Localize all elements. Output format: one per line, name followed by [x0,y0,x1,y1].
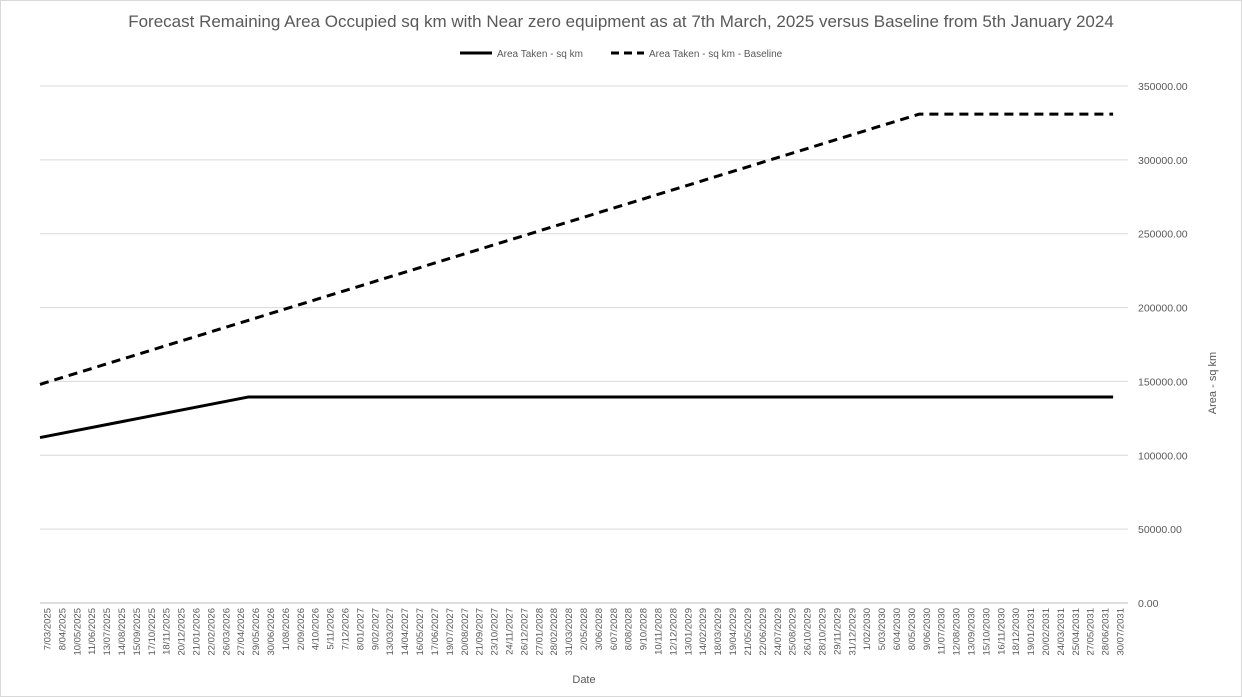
y-tick-label: 350000.00 [1138,81,1188,93]
x-tick-label: 13/01/2029 [683,608,694,656]
x-tick-label: 1/02/2030 [862,608,873,650]
x-tick-label: 13/03/2027 [385,608,396,656]
x-tick-label: 19/07/2027 [445,608,456,656]
x-tick-label: 25/04/2031 [1071,608,1082,656]
x-tick-label: 11/06/2025 [87,608,98,655]
x-tick-label: 20/02/2031 [1041,608,1052,656]
x-tick-label: 6/07/2028 [609,608,620,650]
x-tick-label: 4/10/2026 [311,608,322,650]
x-tick-label: 20/12/2025 [177,608,188,656]
y-tick-label: 50000.00 [1138,524,1182,536]
x-tick-label: 12/08/2030 [952,608,963,656]
x-tick-label: 5/03/2030 [877,608,888,650]
x-tick-label: 27/04/2026 [236,608,247,656]
x-tick-label: 15/09/2025 [132,608,143,656]
legend-label-area-taken: Area Taken - sq km [497,49,583,60]
x-tick-label: 15/10/2030 [981,608,992,656]
x-tick-label: 22/06/2029 [758,608,769,656]
x-tick-label: 24/07/2029 [773,608,784,656]
x-tick-label: 11/07/2030 [937,608,948,655]
x-tick-label: 26/12/2027 [519,608,530,656]
y-tick-label: 200000.00 [1138,303,1188,315]
legend-label-baseline: Area Taken - sq km - Baseline [649,49,783,60]
series-layer [39,112,1114,440]
x-tick-label: 16/05/2027 [415,608,426,656]
x-tick-label: 18/03/2029 [713,608,724,656]
x-tick-label: 2/05/2028 [579,608,590,650]
x-tick-label: 23/10/2027 [490,608,501,656]
x-tick-label: 13/09/2030 [967,608,978,656]
x-tick-label: 28/06/2031 [1101,608,1112,656]
x-tick-label: 21/01/2026 [191,608,202,656]
x-tick-label: 3/06/2028 [594,608,605,650]
x-tick-label: 7/03/2025 [42,608,53,650]
x-tick-label: 14/04/2027 [400,608,411,656]
x-tick-label: 14/08/2025 [117,608,128,656]
x-tick-label: 17/10/2025 [147,608,158,656]
x-tick-label: 10/05/2025 [72,608,83,656]
legend: Area Taken - sq km Area Taken - sq km - … [460,49,783,60]
x-tick-label: 31/12/2029 [847,608,858,656]
x-tick-label: 22/02/2026 [206,608,217,656]
y-tick-label: 100000.00 [1138,450,1188,462]
x-tick-label: 13/07/2025 [102,608,113,656]
x-tick-label: 17/06/2027 [430,608,441,656]
x-tick-label: 30/06/2026 [266,608,277,656]
x-tick-label: 26/03/2026 [221,608,232,656]
x-tick-label: 29/05/2026 [251,608,262,656]
x-tick-label: 29/11/2029 [832,608,843,655]
gridlines [40,85,1128,604]
x-axis-ticks: 7/03/2025 8/04/2025 10/05/2025 11/06/2025 13… [42,608,1126,656]
y-tick-label: 0.00 [1138,598,1159,610]
x-tick-label: 30/07/2031 [1116,608,1127,656]
x-tick-label: 14/02/2029 [698,608,709,656]
x-tick-label: 19/04/2029 [728,608,739,656]
x-tick-label: 12/12/2028 [668,608,679,656]
x-tick-label: 19/01/2031 [1026,608,1037,656]
x-tick-label: 9/06/2030 [922,608,933,650]
x-tick-label: 18/11/2025 [162,608,173,655]
x-tick-label: 8/05/2030 [907,608,918,650]
y-tick-label: 250000.00 [1138,229,1188,241]
x-tick-label: 31/03/2028 [564,608,575,656]
x-tick-label: 27/05/2031 [1086,608,1097,656]
x-tick-label: 21/09/2027 [475,608,486,656]
x-tick-label: 9/02/2027 [370,608,381,650]
x-axis-title: Date [572,674,595,686]
x-tick-label: 26/10/2029 [803,608,814,656]
x-tick-label: 8/08/2028 [624,608,635,650]
y-tick-label: 150000.00 [1138,376,1188,388]
x-tick-label: 24/03/2031 [1056,608,1067,656]
x-tick-label: 2/09/2026 [296,608,307,650]
x-tick-label: 25/08/2029 [788,608,799,656]
y-axis-ticks: 0.00 50000.00 100000.00 150000.00 200000.00 2… [1138,81,1188,610]
series-line-area-taken [39,395,1114,440]
x-tick-label: 9/10/2028 [639,608,650,650]
x-tick-label: 28/02/2028 [549,608,560,656]
x-tick-label: 5/11/2026 [326,608,337,650]
x-tick-label: 18/12/2030 [1011,608,1022,656]
series-line-baseline [39,112,1114,386]
y-tick-label: 300000.00 [1138,155,1188,167]
x-tick-label: 1/08/2026 [281,608,292,650]
chart-title: Forecast Remaining Area Occupied sq km w… [128,12,1114,31]
x-tick-label: 20/08/2027 [460,608,471,656]
x-tick-label: 16/11/2030 [996,608,1007,655]
x-tick-label: 8/01/2027 [355,608,366,650]
x-tick-label: 28/10/2029 [817,608,828,656]
x-tick-label: 24/11/2027 [504,608,515,655]
x-tick-label: 27/01/2028 [534,608,545,656]
x-tick-label: 21/05/2029 [743,608,754,656]
x-tick-label: 8/04/2025 [57,608,68,650]
x-tick-label: 6/04/2030 [892,608,903,650]
x-tick-label: 7/12/2026 [341,608,352,650]
y-axis-title: Area - sq km [1207,352,1219,414]
x-tick-label: 10/11/2028 [654,608,665,655]
